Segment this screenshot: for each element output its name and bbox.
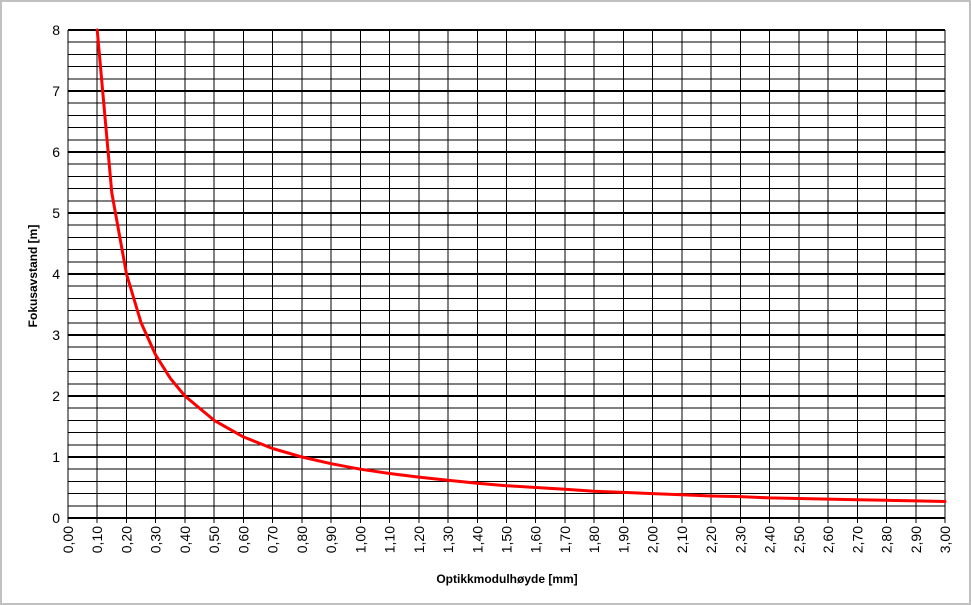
x-tick-label: 0,20 [118,526,134,553]
x-tick-label: 0,40 [177,526,193,553]
y-tick-label: 0 [52,510,60,526]
x-tick-label: 1,80 [586,526,602,553]
x-tick-label: 0,80 [294,526,310,553]
x-tick-label: 2,50 [791,526,807,553]
series-line [95,28,947,503]
x-tick-label: 1,30 [440,526,456,553]
x-tick-label: 0,10 [89,526,105,553]
x-tick-labels: 0,00 0,10 0,20 0,30 0,40 0,50 0,60 0,70 0,80 0,90… [60,526,953,553]
x-tick-label: 2,60 [820,526,836,553]
y-tick-label: 1 [52,449,60,465]
x-tick-label: 1,20 [411,526,427,553]
minor-gridlines [67,30,946,523]
x-tick-label: 0,70 [265,526,281,553]
x-tick-label: 2,80 [879,526,895,553]
x-tick-label: 2,30 [732,526,748,553]
x-tick-label: 0,00 [60,526,76,553]
x-tick-label: 1,50 [499,526,515,553]
x-tick-label: 2,40 [762,526,778,553]
x-tick-label: 0,50 [206,526,222,553]
y-tick-label: 8 [52,22,60,38]
y-tick-label: 3 [52,327,60,343]
y-tick-labels: 0 1 2 3 4 5 6 7 8 [52,22,60,526]
x-tick-label: 1,70 [557,526,573,553]
x-tick-label: 2,70 [849,526,865,553]
x-tick-label: 1,10 [382,526,398,553]
major-gridlines [67,29,946,519]
y-tick-label: 5 [52,205,60,221]
y-axis-title: Fokusavstand [m] [26,225,40,328]
y-tick-label: 2 [52,388,60,404]
y-tick-label: 4 [52,266,60,282]
series-layer [95,28,947,503]
x-tick-label: 0,30 [148,526,164,553]
x-tick-label: 1,40 [469,526,485,553]
x-tick-label: 1,90 [615,526,631,553]
x-tick-label: 0,90 [323,526,339,553]
x-axis-title: Optikkmodulhøyde [mm] [436,572,577,586]
y-tick-label: 6 [52,144,60,160]
x-tick-label: 0,60 [235,526,251,553]
x-tick-label: 2,00 [645,526,661,553]
x-tick-label: 2,20 [703,526,719,553]
x-tick-label: 1,60 [528,526,544,553]
x-tick-label: 1,00 [352,526,368,553]
x-tick-label: 2,90 [908,526,924,553]
x-tick-label: 3,00 [937,526,953,553]
x-tick-label: 2,10 [674,526,690,553]
y-tick-label: 7 [52,83,60,99]
